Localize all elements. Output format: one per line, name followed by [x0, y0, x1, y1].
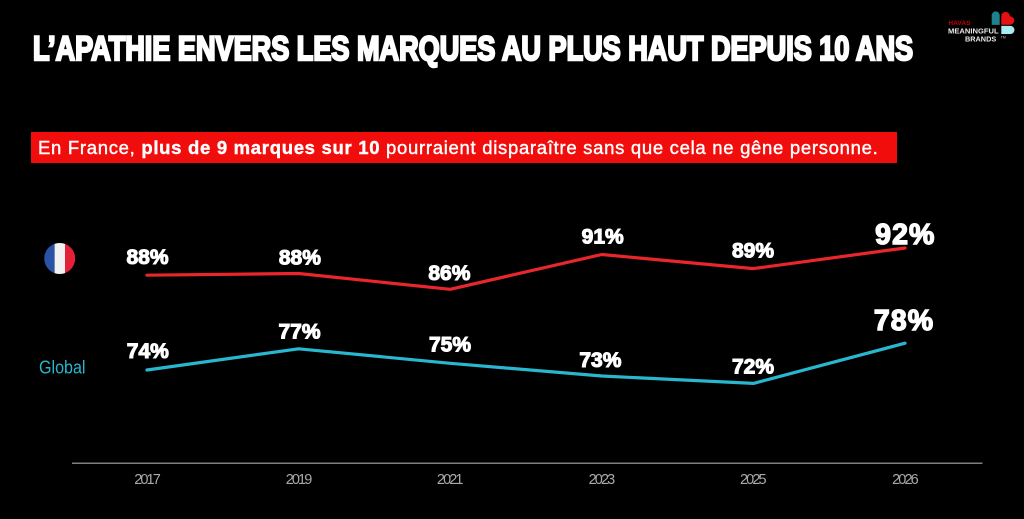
svg-text:88%: 88% — [126, 246, 168, 269]
svg-text:74%: 74% — [127, 340, 169, 363]
svg-text:92%: 92% — [875, 219, 935, 251]
svg-text:78%: 78% — [874, 305, 934, 337]
svg-text:2023: 2023 — [589, 472, 616, 488]
svg-text:89%: 89% — [732, 240, 774, 263]
svg-text:2017: 2017 — [134, 472, 161, 488]
svg-text:77%: 77% — [278, 321, 320, 344]
svg-text:MEANINGFUL: MEANINGFUL — [948, 27, 999, 36]
svg-text:2021: 2021 — [437, 472, 464, 488]
svg-text:91%: 91% — [582, 225, 624, 248]
svg-text:86%: 86% — [428, 262, 470, 285]
svg-text:75%: 75% — [429, 334, 471, 357]
svg-text:BRANDS: BRANDS — [965, 34, 996, 43]
svg-text:2026: 2026 — [892, 472, 919, 488]
svg-text:88%: 88% — [279, 247, 321, 270]
svg-text:Global: Global — [39, 357, 86, 378]
svg-text:TM: TM — [1001, 36, 1006, 40]
svg-text:2019: 2019 — [286, 472, 313, 488]
svg-text:73%: 73% — [579, 349, 621, 372]
svg-text:72%: 72% — [732, 356, 774, 379]
svg-text:HAVAS: HAVAS — [949, 20, 971, 27]
svg-text:2025: 2025 — [740, 472, 767, 488]
